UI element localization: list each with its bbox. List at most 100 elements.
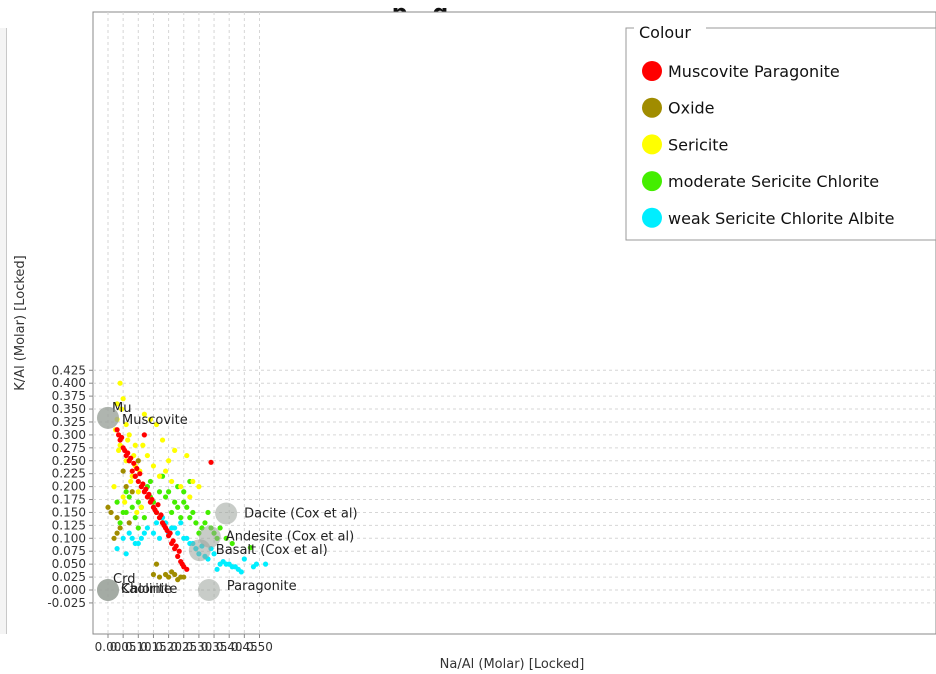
data-point [184, 504, 190, 510]
data-point [226, 561, 232, 567]
data-point [147, 416, 154, 422]
legend: Colour Muscovite Paragonite Oxide Sericite… [625, 20, 936, 241]
data-point [247, 545, 254, 551]
data-point [123, 484, 129, 490]
data-point [190, 509, 196, 516]
data-point [169, 509, 175, 516]
data-point [125, 437, 131, 443]
reference-point-label: Crd [113, 572, 135, 587]
data-point [179, 561, 185, 567]
data-point [159, 437, 166, 443]
x-tick-label: 0.45 [231, 640, 258, 654]
data-point [135, 458, 141, 464]
data-point [178, 515, 184, 521]
legend-label: Sericite [668, 135, 728, 154]
data-point [187, 515, 193, 521]
data-point [196, 484, 202, 490]
x-tick-label: 0.05 [110, 640, 137, 654]
data-point [135, 525, 141, 531]
data-point [114, 427, 120, 433]
data-point [141, 432, 147, 438]
data-point [229, 540, 235, 547]
data-point [153, 520, 160, 526]
data-point [176, 548, 182, 554]
reference-point-marker [97, 406, 119, 429]
data-point [217, 525, 223, 531]
data-point [211, 551, 217, 557]
data-point [190, 478, 196, 485]
reference-point-label: Paragonite [227, 579, 297, 594]
data-point [187, 494, 193, 500]
data-point [135, 540, 141, 547]
data-point [166, 458, 172, 464]
reference-point-label: Chlorite [121, 582, 172, 597]
reference-point-label: Muscovite [122, 413, 188, 428]
data-point [166, 574, 172, 580]
data-point [214, 566, 220, 572]
data-point [128, 455, 134, 461]
reference-point-marker [97, 579, 119, 601]
data-point [129, 489, 135, 495]
x-tick-label: 0.30 [186, 640, 213, 654]
data-point [150, 530, 157, 536]
reference-point-marker [197, 579, 220, 601]
x-tick-label: 0.35 [201, 640, 228, 654]
side-panel-edge [0, 28, 7, 634]
data-point [111, 484, 117, 490]
data-point [156, 489, 163, 495]
data-point [147, 478, 154, 485]
y-tick-label: 0.125 [52, 518, 86, 532]
x-tick-label: 0.40 [216, 640, 243, 654]
data-point [156, 473, 163, 479]
reference-point-label: Kaolinite [121, 582, 177, 597]
data-point [114, 530, 120, 536]
axis-ticks: 0.000.050.100.150.200.250.300.350.400.45… [47, 363, 273, 654]
y-tick-label: 0.025 [52, 570, 86, 584]
x-tick-label: 0.50 [246, 640, 273, 654]
legend-swatch [642, 171, 662, 192]
data-point [114, 515, 120, 521]
data-point [172, 499, 178, 505]
data-point [158, 512, 164, 518]
x-axis-title: Na/Al (Molar) [Locked] [440, 657, 585, 672]
reference-point-marker [215, 502, 238, 525]
legend-swatch [642, 134, 662, 155]
reference-point-label: Basalt (Cox et al) [216, 543, 328, 558]
legend-label: Oxide [668, 99, 715, 118]
data-point [138, 504, 144, 510]
data-point [238, 569, 244, 575]
data-point [129, 504, 135, 510]
grid [93, 12, 936, 634]
data-point [167, 530, 173, 536]
data-point [173, 543, 179, 549]
data-point [152, 507, 158, 513]
data-point [241, 556, 247, 562]
legend-swatch [642, 61, 662, 81]
data-point [138, 535, 144, 541]
data-point [181, 574, 187, 580]
data-point [178, 520, 184, 526]
data-point [135, 489, 141, 495]
data-point [144, 525, 150, 531]
data-point [126, 520, 132, 526]
data-point [175, 530, 181, 536]
data-point [184, 452, 190, 459]
data-point [119, 434, 125, 441]
data-point [126, 432, 132, 438]
y-tick-label: 0.375 [52, 389, 86, 403]
data-point [125, 450, 131, 456]
data-point [250, 564, 257, 570]
data-point [143, 486, 149, 492]
y-tick-label: -0.025 [47, 596, 86, 610]
data-point [135, 478, 141, 485]
data-point [140, 442, 146, 448]
data-point [135, 499, 141, 505]
data-point [262, 561, 269, 567]
x-tick-label: 0.15 [140, 640, 167, 654]
data-point [156, 574, 163, 580]
y-tick-label: 0.000 [52, 583, 86, 597]
data-point [117, 380, 123, 386]
y-tick-label: 0.350 [52, 402, 86, 416]
data-point [134, 509, 140, 516]
data-point [126, 494, 132, 500]
